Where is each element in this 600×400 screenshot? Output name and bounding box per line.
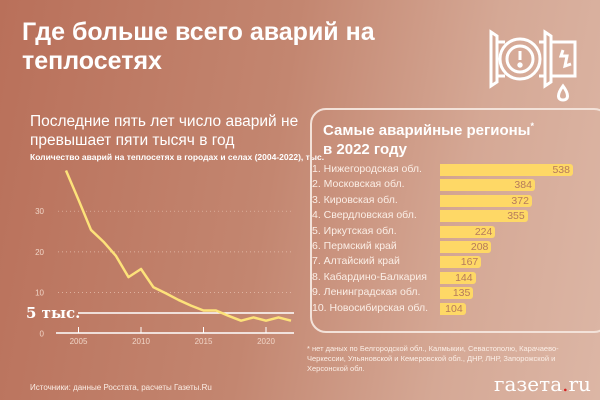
region-label: 4. Свердловская обл. xyxy=(312,209,417,222)
region-row: 6. Пермский край 208 xyxy=(312,240,600,254)
page-title: Где больше всего аварий на теплосетях xyxy=(22,18,375,75)
y-tick-label: 20 xyxy=(35,248,44,257)
chart-subtitle: Последние пять лет число аварий не превы… xyxy=(30,113,299,149)
regions-panel xyxy=(310,108,600,333)
region-bar: 355 xyxy=(440,210,528,223)
y-tick-label: 10 xyxy=(35,289,44,298)
accidents-line xyxy=(64,170,292,322)
x-tick-label: 2005 xyxy=(70,337,88,346)
region-bar: 104 xyxy=(440,302,466,315)
region-row: 9. Ленинградская обл. 135 xyxy=(312,286,600,300)
region-row: 7. Алтайский край 167 xyxy=(312,255,600,269)
logo-tld: ru xyxy=(568,372,591,396)
source-note: Источники: данные Росстата, расчеты Газе… xyxy=(30,383,212,392)
region-label: 10. Новосибирская обл. xyxy=(312,301,429,314)
regions-title-text: Самые аварийные регионы xyxy=(323,122,531,139)
y-tick-label: 0 xyxy=(40,329,45,338)
footnote-mark: * xyxy=(530,121,534,131)
regions-title: Самые аварийные регионы* в 2022 году xyxy=(323,117,534,159)
logo: газета.ru xyxy=(494,372,591,396)
threshold-label: 5 тыс. xyxy=(26,304,80,322)
region-label: 5. Иркутская обл. xyxy=(312,224,397,237)
region-row: 10. Новосибирская обл. 104 xyxy=(312,302,600,316)
footnote: * нет даных по Белгородской обл., Калмык… xyxy=(307,344,559,373)
region-row: 8. Кабардино-Балкария 144 xyxy=(312,271,600,285)
heating-pipe-icon xyxy=(483,22,593,107)
region-label: 9. Ленинградская обл. xyxy=(312,286,421,299)
region-label: 2. Московская обл. xyxy=(312,178,405,191)
region-row: 5. Иркутская обл. 224 xyxy=(312,225,600,239)
region-bar: 224 xyxy=(440,225,496,238)
region-bar: 135 xyxy=(440,287,474,300)
region-label: 1. Нижегородская обл. xyxy=(312,163,422,175)
region-label: 6. Пермский край xyxy=(312,240,397,252)
logo-name: газета xyxy=(494,372,563,396)
region-row: 2. Московская обл. 384 xyxy=(312,178,600,192)
x-tick-label: 2020 xyxy=(257,337,275,346)
region-bar: 384 xyxy=(440,179,535,192)
logo-dot: . xyxy=(562,372,569,396)
region-row: 1. Нижегородская обл. 538 xyxy=(312,163,600,177)
region-row: 3. Кировская обл. 372 xyxy=(312,194,600,208)
x-tick-label: 2015 xyxy=(195,337,213,346)
region-row: 4. Свердловская обл. 355 xyxy=(312,209,600,223)
region-bar: 144 xyxy=(440,271,476,284)
y-tick-label: 30 xyxy=(35,207,44,216)
region-label: 3. Кировская обл. xyxy=(312,193,398,206)
line-chart: 0 10 20 30 2005 2010 2015 2020 5 тыс. xyxy=(26,170,294,346)
x-tick-label: 2010 xyxy=(132,337,150,346)
chart-caption: Количество аварий на теплосетях в города… xyxy=(30,152,325,162)
region-bar: 167 xyxy=(440,256,482,269)
region-bar: 208 xyxy=(440,241,492,253)
region-bar: 538 xyxy=(440,164,573,176)
region-label: 7. Алтайский край xyxy=(312,255,400,268)
region-label: 8. Кабардино-Балкария xyxy=(312,270,427,283)
regions-title-year: в 2022 году xyxy=(323,141,407,158)
region-bar: 372 xyxy=(440,194,532,207)
